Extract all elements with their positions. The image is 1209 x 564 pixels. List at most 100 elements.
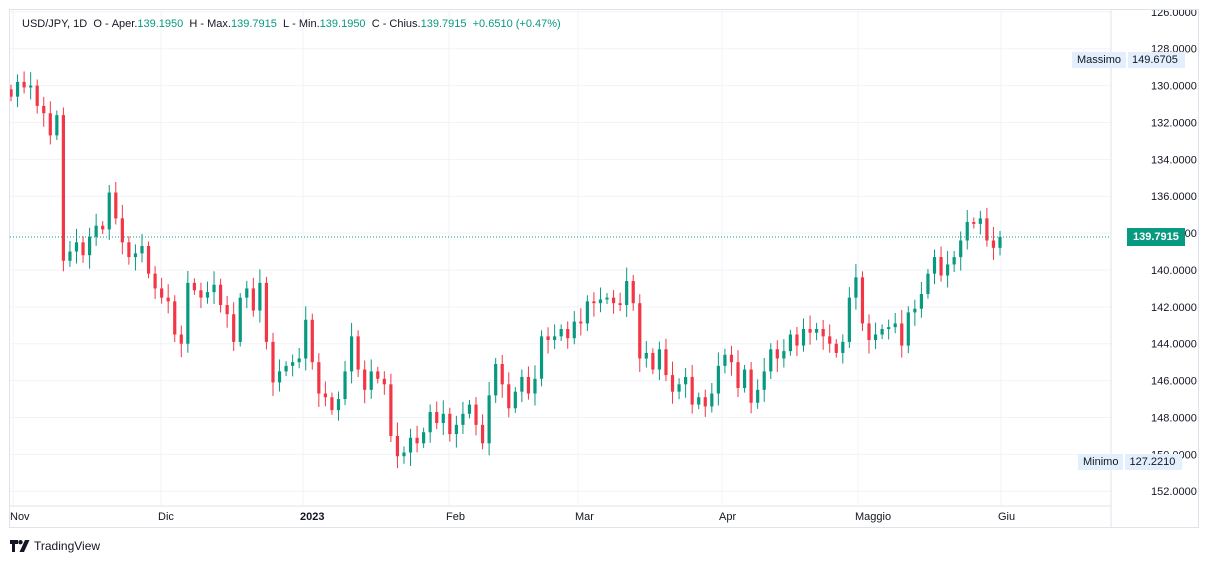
candle-body <box>258 282 262 311</box>
candle-body <box>736 362 740 388</box>
candle-body <box>906 312 910 346</box>
candle-body <box>81 242 85 256</box>
price-axis[interactable]: 152.0000150.0000148.0000146.0000144.0000… <box>1151 10 1197 498</box>
low-tag: Minimo 127.2210 <box>1078 454 1183 470</box>
candle-body <box>22 81 26 88</box>
candle-body <box>192 282 196 291</box>
candle-body <box>494 364 498 396</box>
candle-body <box>998 236 1002 248</box>
candle-body <box>913 308 917 313</box>
candle-body <box>140 246 144 254</box>
candle-body <box>618 303 622 306</box>
candle-body <box>946 264 950 276</box>
candle-body <box>146 246 151 274</box>
candle-body <box>74 242 79 252</box>
candle-body <box>526 376 531 394</box>
high-tag: Massimo 149.6705 <box>1072 52 1185 68</box>
candle-body <box>323 393 327 398</box>
candle-body <box>631 281 635 304</box>
time-axis[interactable]: Nov Dic 2023 Feb Mar Apr Maggio Giu <box>10 511 1015 523</box>
candle-body <box>651 352 655 370</box>
candle-body <box>114 192 118 219</box>
candle-body <box>939 257 943 276</box>
candle-body <box>677 384 681 392</box>
candle-body <box>153 273 157 289</box>
legend-open-value: 139.1950 <box>137 18 184 30</box>
candle-body <box>382 378 386 385</box>
candle-body <box>376 371 380 379</box>
candle-body <box>330 397 334 411</box>
candle-body <box>271 341 275 383</box>
legend-open-label: Aper. <box>111 18 138 30</box>
candle-body <box>585 301 589 324</box>
candle-body <box>775 349 779 359</box>
candle-body <box>304 319 308 359</box>
candle-body <box>251 288 255 311</box>
candle-body <box>186 282 190 344</box>
high-label: Massimo <box>1072 52 1127 68</box>
candle-body <box>834 343 838 353</box>
candle-body <box>349 336 354 372</box>
candle-body <box>277 371 282 383</box>
candle-body <box>467 404 472 414</box>
candle-body <box>854 277 858 298</box>
legend-close-label: Chius. <box>389 18 421 30</box>
candle-body <box>408 437 413 453</box>
time-tick-label: Mar <box>575 511 594 523</box>
candle-body <box>42 105 46 114</box>
candle-body <box>579 321 583 324</box>
legend-high-letter: H <box>189 18 198 30</box>
time-tick-label: Dic <box>158 511 174 523</box>
candle-body <box>101 225 105 230</box>
price-tick-label: 140.0000 <box>1151 265 1197 277</box>
candle-body <box>297 358 301 363</box>
time-tick-label: Maggio <box>855 511 891 523</box>
candles <box>10 71 1002 469</box>
candle-body <box>48 113 52 136</box>
candle-body <box>644 352 648 359</box>
candle-body <box>480 424 485 444</box>
candle-body <box>605 297 609 300</box>
candle-body <box>756 389 760 403</box>
candle-body <box>474 404 478 425</box>
tradingview-logo[interactable]: TradingView <box>10 539 100 553</box>
candle-body <box>592 301 596 304</box>
candle-body <box>801 328 806 346</box>
candle-body <box>107 192 111 230</box>
legend-close-value: 139.7915 <box>420 18 467 30</box>
chart-frame[interactable]: 152.0000150.0000148.0000146.0000144.0000… <box>9 9 1199 528</box>
candle-body <box>847 297 851 342</box>
time-tick-label: Apr <box>719 511 736 523</box>
candle-body <box>959 240 963 258</box>
candle-body <box>428 411 432 433</box>
time-tick-label: Feb <box>446 511 465 523</box>
price-tick-label: 136.0000 <box>1151 191 1197 203</box>
candlestick-chart[interactable]: 152.0000150.0000148.0000146.0000144.0000… <box>10 10 1198 527</box>
candle-body <box>343 371 347 400</box>
candle-body <box>684 376 688 385</box>
candle-body <box>507 384 511 409</box>
time-tick-label: Giu <box>998 511 1015 523</box>
candle-body <box>873 334 878 341</box>
candle-body <box>638 303 642 359</box>
candle-body <box>402 452 406 457</box>
candle-body <box>546 336 550 341</box>
candle-body <box>716 365 720 394</box>
candle-body <box>788 334 793 352</box>
price-tick-label: 152.0000 <box>1151 486 1197 498</box>
candle-body <box>887 327 891 329</box>
tradingview-logo-text: TradingView <box>34 539 101 553</box>
candle-body <box>952 257 956 265</box>
candle-body <box>978 218 982 224</box>
price-tick-label: 126.0000 <box>1151 10 1197 19</box>
candle-body <box>461 413 465 425</box>
legend-open-letter: O <box>93 18 102 30</box>
candle-body <box>238 297 242 342</box>
candle-body <box>87 236 92 256</box>
candle-body <box>454 424 458 435</box>
candle-body <box>611 297 616 304</box>
candle-body <box>795 334 799 346</box>
legend-high-label: Max. <box>207 18 231 30</box>
candle-body <box>218 284 223 306</box>
candle-body <box>782 351 786 359</box>
